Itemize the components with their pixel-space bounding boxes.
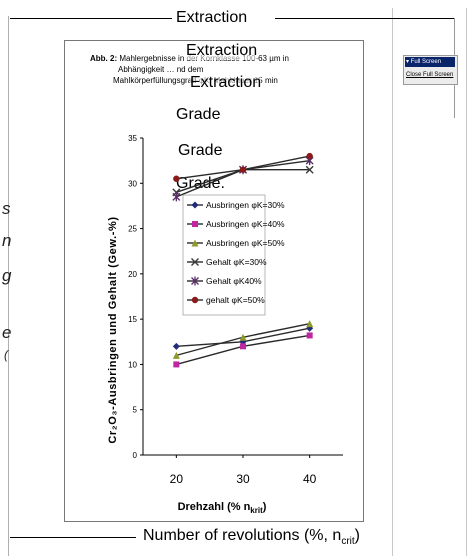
top-rule-left [10, 18, 172, 19]
overlay-grade-label: Grade [178, 142, 223, 159]
y-tick-label: 25 [128, 225, 137, 234]
x-tick-label: 30 [236, 472, 250, 486]
x-axis-label-end: ) [263, 501, 267, 513]
x-tick-label: 20 [170, 472, 184, 486]
data-point [173, 175, 180, 182]
data-point [172, 342, 180, 350]
data-point [240, 343, 246, 350]
series-group [172, 156, 314, 202]
legend-label: Ausbringen φK=30% [206, 200, 285, 210]
document-page [8, 16, 9, 556]
x-axis-label-sub: krit [250, 506, 263, 515]
y-tick-label: 15 [128, 315, 137, 324]
overlay-extraction-label: Extraction [190, 74, 262, 92]
data-point [306, 152, 313, 160]
data-point [305, 165, 314, 174]
legend-marker [191, 239, 199, 247]
legend-marker [191, 258, 199, 266]
bottom-caption-text: Number of revolutions (%, n [143, 527, 342, 544]
bottom-caption-end: ) [354, 527, 360, 544]
document-page-right-edge [392, 8, 393, 556]
full-screen-toolbar: ▾ Full Screen Close Full Screen [403, 55, 458, 85]
y-tick-label: 10 [128, 360, 137, 369]
bottom-caption-sub: crit [341, 536, 355, 548]
left-text-fragment: g [2, 266, 12, 285]
full-screen-button[interactable]: ▾ Full Screen [405, 57, 455, 67]
chart-axes: 0 5 10 15 20 25 30 35 20 30 40 [128, 134, 343, 486]
left-text-fragment: s [2, 199, 11, 218]
figure-frame [64, 40, 364, 522]
data-point [306, 332, 313, 339]
legend-label: Gehalt φK=30% [206, 257, 267, 267]
legend-label: Ausbringen φK=50% [206, 238, 285, 248]
legend-marker [191, 276, 199, 286]
y-tick-label: 20 [128, 270, 137, 279]
y-tick-label: 30 [128, 179, 137, 188]
document-page-far-edge [466, 8, 467, 556]
overlay-grade-label: Grade [176, 106, 221, 123]
top-caption: Extraction [176, 9, 248, 26]
y-tick-label: 0 [133, 451, 138, 460]
data-point [172, 192, 181, 202]
series-group [172, 320, 314, 359]
figure-caption-prefix: Abb. 2: [90, 54, 118, 63]
legend-box [182, 194, 266, 316]
data-point [173, 361, 180, 368]
data-point [172, 351, 180, 359]
left-text-fragment: e [2, 323, 12, 342]
left-text-fragment: n [2, 231, 12, 250]
x-tick-label: 40 [303, 472, 317, 486]
top-rule-right [275, 18, 455, 19]
series-group [173, 152, 313, 182]
legend-marker [191, 201, 199, 209]
data-point [239, 333, 247, 341]
series-group [173, 332, 313, 368]
legend-marker [192, 221, 198, 227]
y-tick-label: 35 [128, 134, 137, 143]
data-point [239, 166, 247, 173]
bottom-rule-left [10, 537, 136, 538]
x-axis-label-main: Drehzahl (% n [178, 501, 251, 513]
y-axis-label: Cr₂O₃-Ausbringen und Gehalt (Gew.-%) [107, 216, 119, 443]
chart-legend: Ausbringen φK=30% Ausbringen φK=40% Ausbri… [182, 194, 285, 316]
overlay-extraction-label: Extraction [186, 42, 258, 60]
y-tick-label: 5 [133, 406, 138, 415]
chart-series [172, 152, 314, 368]
figure-caption-line-2: Abhängigkeit … nd dem [118, 65, 204, 74]
close-full-screen-button[interactable]: Close Full Screen [406, 72, 454, 78]
legend-label: Ausbringen φK=40% [206, 219, 285, 229]
bottom-caption: Number of revolutions (%, ncrit) [143, 527, 360, 547]
left-text-fragment: ( [4, 348, 8, 362]
data-point [306, 320, 314, 328]
legend-label: Gehalt φK40% [206, 276, 262, 286]
x-axis-label: Drehzahl (% nkrit) [178, 501, 267, 515]
legend-label: gehalt φK=50% [206, 295, 265, 305]
legend-marker [191, 296, 199, 304]
